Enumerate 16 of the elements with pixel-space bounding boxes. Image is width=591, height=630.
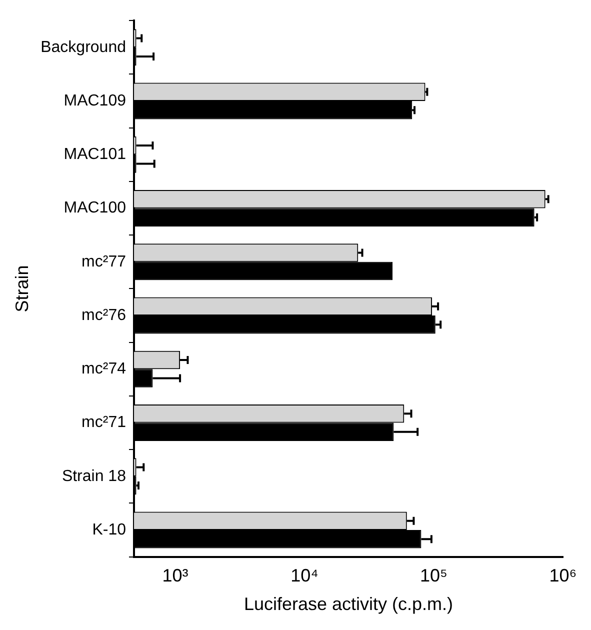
y-tick-label: MAC109 xyxy=(64,92,126,110)
y-tick-label: mc²76 xyxy=(82,306,126,324)
x-tick-label: 10⁶ xyxy=(549,566,577,586)
x-tick-label: 10⁵ xyxy=(420,566,448,586)
x-tick-label: 10⁴ xyxy=(290,566,318,586)
x-tick-label: 10³ xyxy=(162,566,188,586)
x-axis-title: Luciferase activity (c.p.m.) xyxy=(244,594,454,614)
y-tick-label: mc²74 xyxy=(82,360,126,378)
y-tick-label: mc²71 xyxy=(82,414,126,432)
y-tick-label: mc²77 xyxy=(82,253,126,270)
y-tick-label: MAC100 xyxy=(64,200,126,217)
y-tick-label: Background xyxy=(40,38,126,56)
y-tick-label: MAC101 xyxy=(64,146,126,164)
y-axis-title: Strain xyxy=(12,265,32,312)
y-tick-label: K-10 xyxy=(92,521,126,538)
y-tick-label: Strain 18 xyxy=(62,468,126,485)
